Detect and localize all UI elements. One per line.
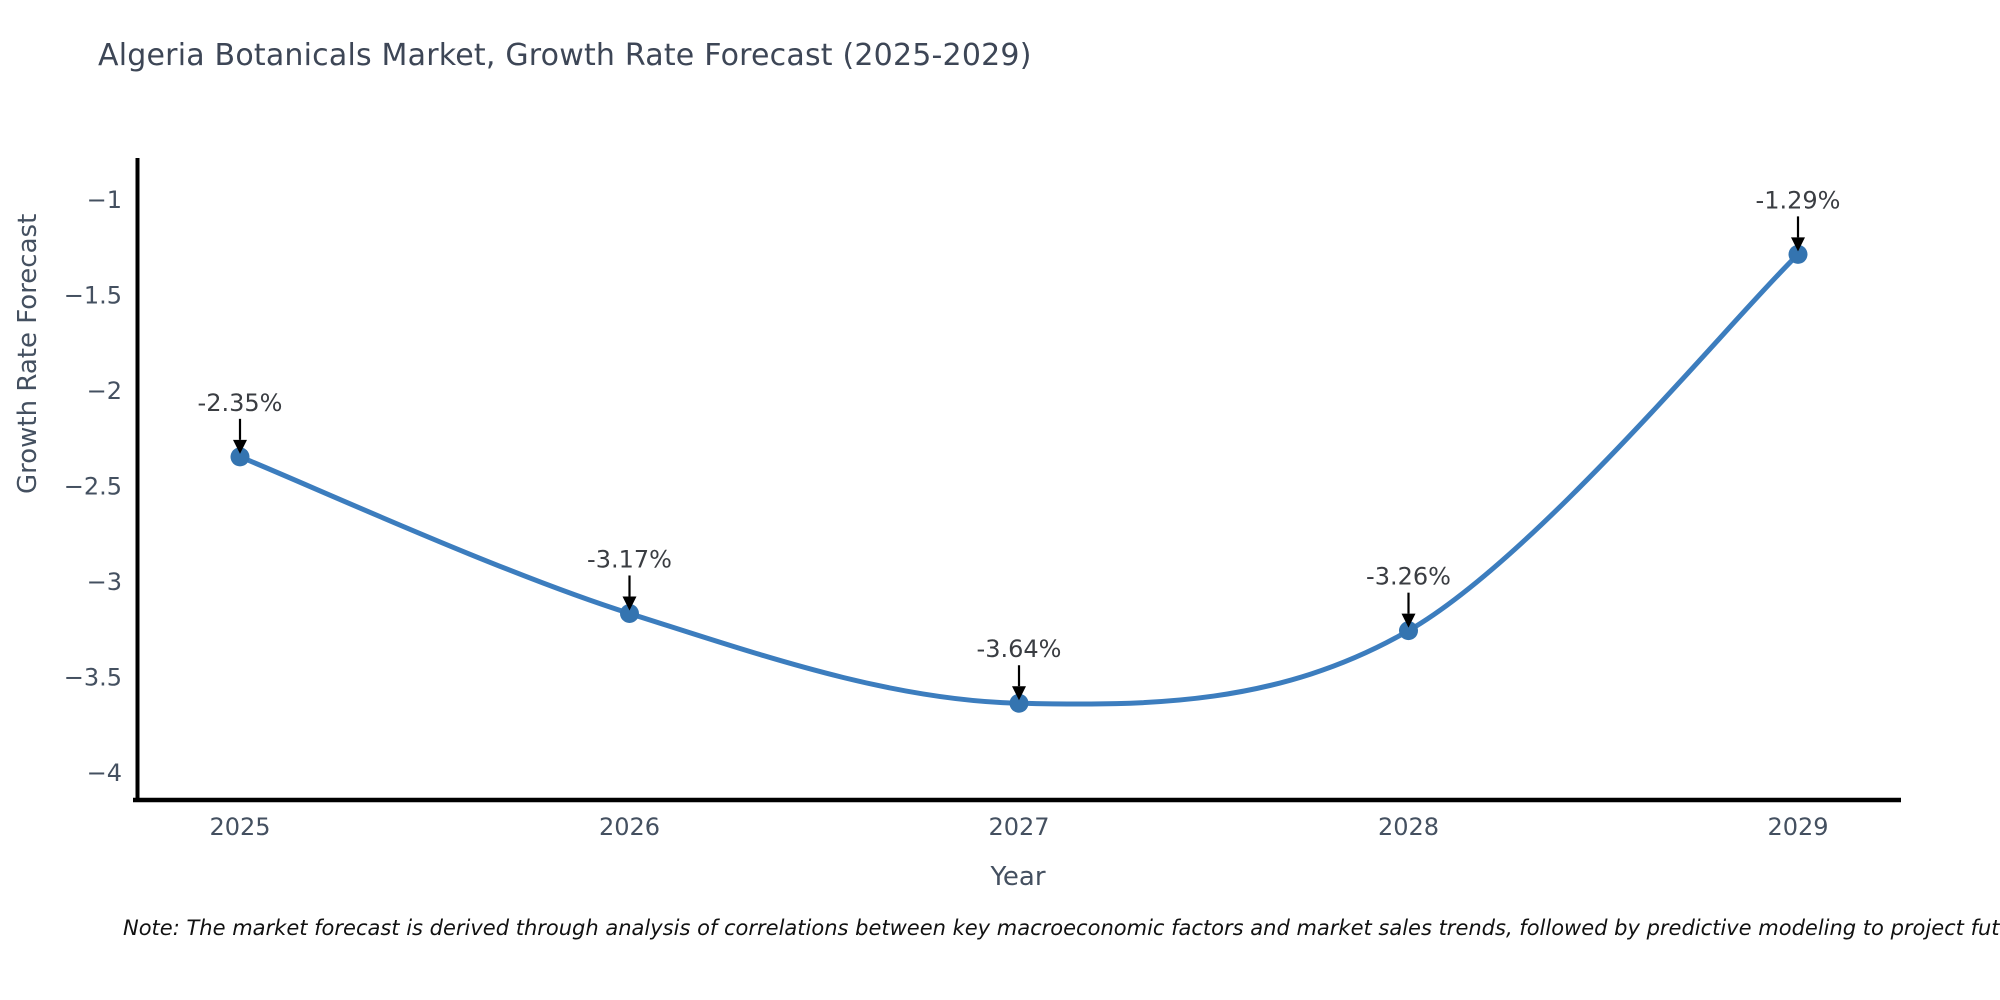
data-point-marker[interactable] bbox=[1788, 244, 1808, 264]
y-tick-label: −3.5 bbox=[64, 664, 122, 692]
annotation-arrow-head bbox=[1791, 237, 1805, 252]
x-tick-label: 2027 bbox=[988, 813, 1049, 841]
data-point-marker[interactable] bbox=[620, 603, 639, 623]
x-tick-label: 2028 bbox=[1378, 813, 1439, 841]
annotation-arrow-head bbox=[1012, 686, 1026, 701]
annotation-arrow-head bbox=[1401, 613, 1416, 628]
annotation-arrow-head bbox=[622, 596, 637, 611]
y-tick-label: −3 bbox=[87, 568, 122, 596]
data-point-marker[interactable] bbox=[1399, 621, 1418, 641]
chart-title: Algeria Botanicals Market, Growth Rate F… bbox=[98, 38, 1032, 73]
data-point-marker[interactable] bbox=[1009, 693, 1029, 713]
x-axis-title: Year bbox=[990, 862, 1046, 892]
y-tick-label: −2 bbox=[87, 377, 122, 405]
y-tick-label: −4 bbox=[87, 759, 122, 787]
y-axis-title: Growth Rate Forecast bbox=[13, 213, 43, 494]
footnote: Note: The market forecast is derived thr… bbox=[123, 916, 2000, 940]
y-tick-label: −2.5 bbox=[64, 473, 122, 501]
data-point-label: -3.26% bbox=[1366, 563, 1451, 591]
x-tick-label: 2029 bbox=[1767, 813, 1828, 841]
data-point-marker[interactable] bbox=[230, 447, 250, 467]
data-point-label: -2.35% bbox=[198, 389, 283, 417]
data-point-label: -3.64% bbox=[977, 635, 1062, 663]
x-tick-label: 2026 bbox=[599, 813, 660, 841]
y-tick-label: −1 bbox=[87, 186, 122, 214]
data-point-label: -3.17% bbox=[587, 545, 672, 573]
annotation-arrow-head bbox=[233, 439, 247, 454]
y-tick-label: −1.5 bbox=[64, 282, 122, 310]
x-tick-label: 2025 bbox=[209, 813, 270, 841]
data-point-label: -1.29% bbox=[1756, 186, 1841, 214]
